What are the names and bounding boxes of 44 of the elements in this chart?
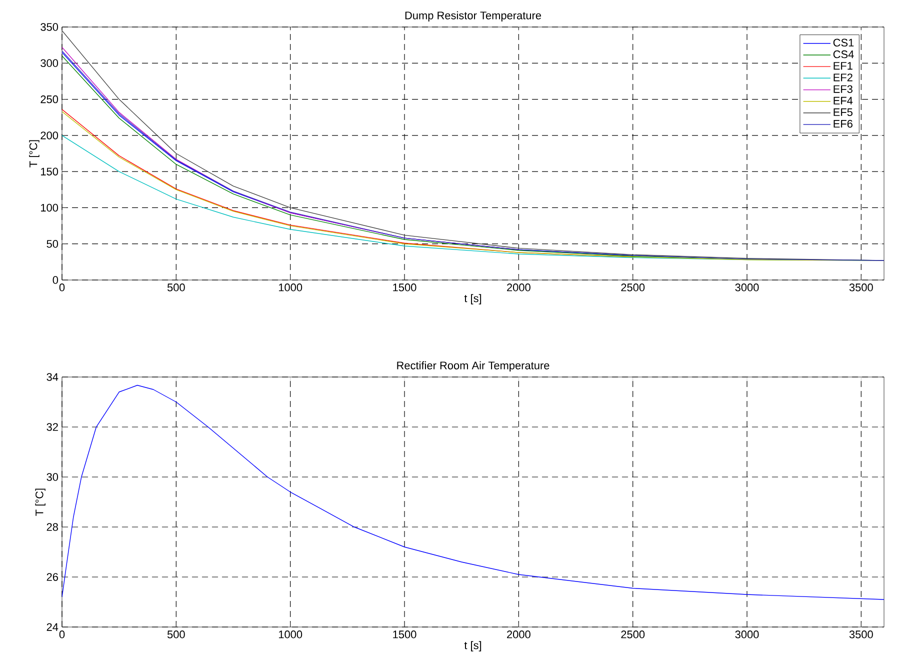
x-tick-label: 0: [59, 284, 65, 292]
x-tick-label: 1500: [393, 284, 416, 292]
y-tick-label: 100: [41, 204, 58, 212]
chart-title: Rectifier Room Air Temperature: [397, 361, 550, 372]
x-axis-title: t [s]: [464, 641, 482, 652]
y-tick-label: 150: [41, 168, 58, 176]
y-tick-label: 24: [46, 623, 58, 631]
x-tick-label: 3500: [849, 630, 873, 638]
y-axis-title: T [°C]: [29, 140, 40, 168]
x-axis-title: t [s]: [464, 294, 482, 304]
y-tick-label: 34: [46, 373, 58, 381]
x-tick-label: 3500: [849, 284, 873, 292]
legend-label: EF3: [834, 85, 852, 93]
legend-label: EF1: [834, 62, 852, 70]
x-tick-label: 3000: [735, 630, 759, 638]
legend-label: EF5: [834, 108, 852, 116]
x-tick-label: 500: [167, 630, 185, 638]
legend-label: EF4: [834, 96, 853, 104]
chart-title: Dump Resistor Temperature: [405, 11, 542, 22]
legend-label: EF6: [834, 120, 852, 128]
y-tick-label: 350: [40, 23, 58, 31]
x-tick-label: 2500: [621, 284, 645, 292]
x-tick-label: 2000: [507, 284, 530, 292]
y-tick-label: 30: [46, 473, 58, 481]
y-tick-label: 32: [46, 423, 58, 431]
x-tick-label: 1000: [278, 630, 302, 638]
x-tick-label: 2000: [507, 630, 530, 638]
y-tick-label: 26: [46, 573, 58, 581]
x-tick-label: 1000: [278, 284, 302, 292]
y-tick-label: 0: [52, 276, 58, 284]
legend-label: CS4: [833, 50, 854, 58]
x-tick-label: 0: [59, 630, 65, 638]
x-tick-label: 500: [167, 284, 185, 292]
x-tick-label: 2500: [621, 630, 645, 638]
legend-label: CS1: [833, 38, 854, 47]
y-tick-label: 28: [46, 523, 58, 531]
x-tick-label: 3000: [735, 284, 759, 292]
y-tick-label: 300: [40, 59, 58, 68]
y-tick-label: 200: [40, 132, 58, 140]
y-axis-title: T [°C]: [35, 488, 46, 516]
legend-label: EF2: [834, 74, 852, 82]
y-tick-label: 250: [40, 95, 58, 104]
y-tick-label: 50: [46, 240, 58, 248]
x-tick-label: 1500: [393, 630, 416, 638]
